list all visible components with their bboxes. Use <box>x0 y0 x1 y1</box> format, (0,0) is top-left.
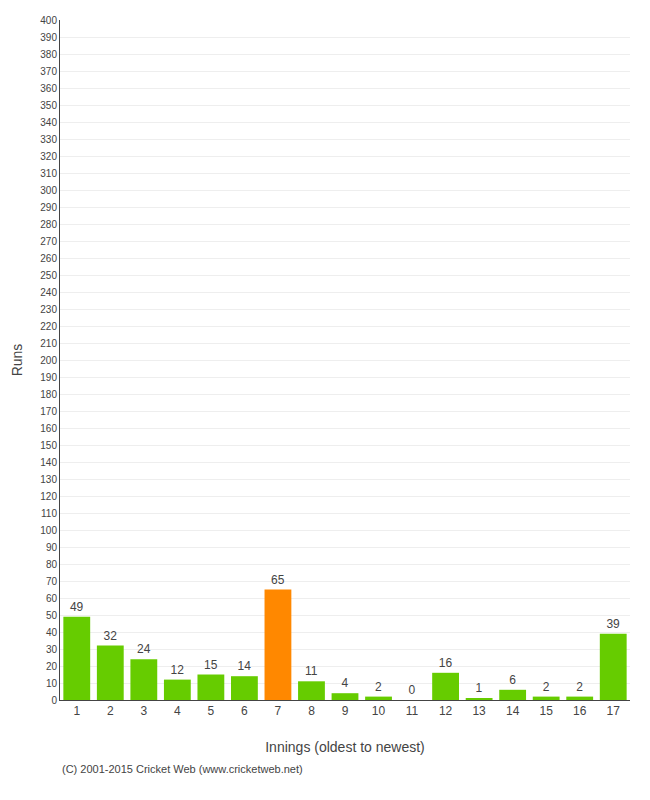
svg-text:12: 12 <box>439 704 453 718</box>
svg-text:180: 180 <box>40 389 57 400</box>
svg-text:210: 210 <box>40 338 57 349</box>
svg-text:3: 3 <box>140 704 147 718</box>
svg-text:390: 390 <box>40 32 57 43</box>
svg-text:9: 9 <box>342 704 349 718</box>
svg-text:260: 260 <box>40 253 57 264</box>
svg-text:60: 60 <box>46 593 58 604</box>
svg-text:280: 280 <box>40 219 57 230</box>
svg-text:140: 140 <box>40 457 57 468</box>
svg-text:230: 230 <box>40 304 57 315</box>
svg-text:4: 4 <box>342 676 349 690</box>
svg-text:11: 11 <box>406 704 419 718</box>
svg-text:250: 250 <box>40 270 57 281</box>
svg-text:110: 110 <box>41 508 57 519</box>
svg-text:4: 4 <box>174 704 181 718</box>
svg-text:350: 350 <box>40 100 57 111</box>
svg-text:320: 320 <box>40 151 57 162</box>
svg-text:90: 90 <box>46 542 58 553</box>
svg-text:400: 400 <box>40 15 57 26</box>
svg-text:49: 49 <box>70 600 84 614</box>
svg-text:380: 380 <box>40 49 57 60</box>
svg-text:14: 14 <box>238 659 252 673</box>
svg-text:50: 50 <box>46 610 58 621</box>
svg-text:200: 200 <box>40 355 57 366</box>
svg-text:40: 40 <box>46 627 58 638</box>
svg-text:160: 160 <box>40 423 57 434</box>
svg-text:1: 1 <box>73 704 80 718</box>
svg-text:13: 13 <box>472 704 486 718</box>
svg-text:330: 330 <box>40 134 57 145</box>
svg-text:7: 7 <box>275 704 282 718</box>
svg-text:240: 240 <box>40 287 57 298</box>
svg-text:(C) 2001-2015 Cricket Web (www: (C) 2001-2015 Cricket Web (www.cricketwe… <box>62 763 303 775</box>
svg-text:10: 10 <box>46 678 58 689</box>
svg-text:300: 300 <box>40 185 57 196</box>
svg-text:190: 190 <box>40 372 57 383</box>
svg-text:6: 6 <box>509 673 516 687</box>
svg-text:170: 170 <box>40 406 57 417</box>
svg-text:2: 2 <box>576 680 583 694</box>
svg-text:24: 24 <box>137 642 151 656</box>
svg-text:17: 17 <box>607 704 621 718</box>
svg-text:8: 8 <box>308 704 315 718</box>
svg-text:2: 2 <box>375 680 382 694</box>
svg-text:2: 2 <box>543 680 550 694</box>
svg-text:Runs: Runs <box>9 344 25 377</box>
svg-text:10: 10 <box>372 704 386 718</box>
svg-text:0: 0 <box>409 683 416 697</box>
svg-text:220: 220 <box>40 321 57 332</box>
svg-text:120: 120 <box>40 491 57 502</box>
svg-text:310: 310 <box>40 168 57 179</box>
svg-text:16: 16 <box>573 704 587 718</box>
svg-text:340: 340 <box>40 117 57 128</box>
svg-text:100: 100 <box>40 525 57 536</box>
svg-text:70: 70 <box>46 576 58 587</box>
svg-text:20: 20 <box>46 661 58 672</box>
svg-text:150: 150 <box>40 440 57 451</box>
svg-text:270: 270 <box>40 236 57 247</box>
svg-text:12: 12 <box>171 663 185 677</box>
svg-text:39: 39 <box>606 617 620 631</box>
svg-text:5: 5 <box>208 704 215 718</box>
svg-text:15: 15 <box>204 658 218 672</box>
svg-text:11: 11 <box>305 664 318 678</box>
svg-text:80: 80 <box>46 559 58 570</box>
svg-text:370: 370 <box>40 66 57 77</box>
svg-text:360: 360 <box>40 83 57 94</box>
svg-text:290: 290 <box>40 202 57 213</box>
svg-text:65: 65 <box>271 573 285 587</box>
svg-text:16: 16 <box>439 656 453 670</box>
svg-text:6: 6 <box>241 704 248 718</box>
svg-text:130: 130 <box>40 474 57 485</box>
svg-text:32: 32 <box>103 629 117 643</box>
svg-text:2: 2 <box>107 704 114 718</box>
svg-text:15: 15 <box>540 704 554 718</box>
svg-text:30: 30 <box>46 644 58 655</box>
svg-text:Innings (oldest to newest): Innings (oldest to newest) <box>265 739 425 755</box>
svg-text:0: 0 <box>51 695 57 706</box>
svg-text:14: 14 <box>506 704 520 718</box>
svg-text:1: 1 <box>476 681 483 695</box>
